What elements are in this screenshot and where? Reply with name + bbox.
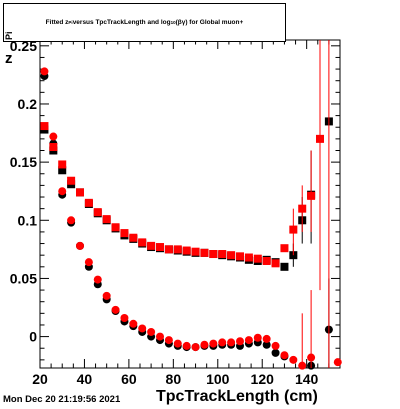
data-point-square xyxy=(280,262,289,271)
data-point-square xyxy=(58,166,67,175)
data-point-circle xyxy=(253,333,262,342)
data-point-square xyxy=(40,122,49,131)
data-point-circle xyxy=(111,305,120,314)
y-tick-label: 0.15 xyxy=(10,154,37,170)
y-axis-label: z Pi xyxy=(0,31,20,70)
data-point-circle xyxy=(262,334,271,343)
data-point-circle xyxy=(227,338,236,347)
data-point-square xyxy=(164,245,173,254)
x-tick-label: 60 xyxy=(121,371,137,387)
data-point-circle xyxy=(102,291,111,300)
data-point-circle xyxy=(191,343,200,352)
data-point-square xyxy=(262,256,271,265)
x-tick-label: 100 xyxy=(206,371,230,387)
data-point-circle xyxy=(129,319,138,328)
data-point-circle xyxy=(49,132,58,141)
data-point-square xyxy=(289,225,298,234)
data-point-square xyxy=(120,229,129,238)
data-point-circle xyxy=(280,351,289,360)
data-point-square xyxy=(129,233,138,242)
data-point-square xyxy=(316,134,324,143)
data-point-square xyxy=(280,244,289,253)
data-point-circle xyxy=(84,258,93,267)
data-point-circle xyxy=(262,340,271,349)
x-tick-label: 120 xyxy=(251,371,275,387)
data-point-circle xyxy=(209,339,218,348)
title-sub-1: Pi xyxy=(68,20,73,25)
data-point-circle xyxy=(307,353,316,362)
data-point-square xyxy=(244,253,253,262)
y-tick-label: 0.1 xyxy=(18,212,38,228)
data-point-circle xyxy=(93,275,102,284)
data-point-square xyxy=(253,254,262,263)
y-tick-label: 0.05 xyxy=(10,270,37,286)
data-point-square xyxy=(84,198,93,207)
x-tick-label: 140 xyxy=(295,371,319,387)
y-axis-label-sub: Pi xyxy=(4,31,14,40)
data-point-square xyxy=(236,252,244,261)
data-point-circle xyxy=(76,241,84,250)
data-point-circle xyxy=(244,336,253,345)
data-point-circle xyxy=(156,332,164,341)
data-point-circle xyxy=(271,341,280,350)
data-point-circle xyxy=(120,313,129,322)
data-point-circle xyxy=(58,187,67,196)
data-point-circle xyxy=(173,339,182,348)
data-point-square xyxy=(182,246,191,255)
x-tick-label: 40 xyxy=(77,371,93,387)
title-sub-2: 10 xyxy=(170,20,176,25)
timestamp: Mon Dec 20 21:19:56 2021 xyxy=(3,394,121,405)
data-point-square xyxy=(93,208,102,217)
data-point-circle xyxy=(271,348,280,357)
data-point-square xyxy=(67,176,76,185)
data-point-circle xyxy=(138,324,147,333)
data-point-circle xyxy=(200,340,209,349)
chart-title: Fitted z Pi versus TpcTrackLength and log… xyxy=(4,4,285,41)
x-axis-label: TpcTrackLength (cm) xyxy=(156,388,318,405)
data-point-square xyxy=(138,238,147,247)
data-point-square xyxy=(200,248,209,257)
data-point-circle xyxy=(147,327,156,336)
y-tick-label: 0 xyxy=(29,329,37,345)
data-point-square xyxy=(173,245,182,254)
data-point-square xyxy=(49,143,58,152)
data-point-square xyxy=(111,223,120,232)
data-point-circle xyxy=(218,338,227,347)
data-point-circle xyxy=(182,341,191,350)
title-part-3: (βγ) for Global muon+ xyxy=(175,19,244,26)
data-point-square xyxy=(147,241,156,250)
title-part-1: Fitted z xyxy=(45,19,69,26)
y-axis-label-main: z xyxy=(5,50,13,67)
data-point-square xyxy=(76,188,84,197)
data-point-square xyxy=(271,259,280,268)
title-part-2: versus TpcTrackLength and log xyxy=(72,19,171,26)
data-point-circle xyxy=(164,336,173,345)
title-box: Fitted z Pi versus TpcTrackLength and log… xyxy=(3,3,286,42)
data-point-square xyxy=(218,250,227,259)
data-point-circle xyxy=(40,67,49,76)
data-point-square xyxy=(156,243,164,252)
data-point-circle xyxy=(289,355,298,364)
data-point-circle xyxy=(298,361,307,370)
data-point-circle xyxy=(333,358,342,367)
data-point-square xyxy=(209,250,218,259)
data-point-circle xyxy=(67,216,76,225)
data-point-square xyxy=(191,247,200,256)
data-point-circle xyxy=(236,337,244,346)
x-tick-label: 80 xyxy=(166,371,182,387)
data-point-square xyxy=(58,160,67,169)
data-point-square xyxy=(298,204,307,213)
data-point-square xyxy=(227,251,236,260)
data-point-square xyxy=(307,191,316,200)
data-point-square xyxy=(102,215,111,224)
y-tick-label: 0.2 xyxy=(18,96,38,112)
x-tick-label: 20 xyxy=(32,371,48,387)
